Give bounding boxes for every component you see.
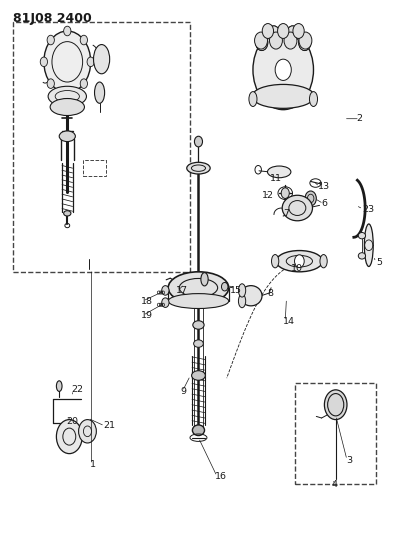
- Circle shape: [194, 136, 202, 147]
- Text: 20: 20: [66, 417, 78, 426]
- Circle shape: [162, 298, 169, 308]
- Circle shape: [275, 59, 291, 80]
- Bar: [83, 160, 106, 176]
- Ellipse shape: [59, 131, 75, 142]
- Circle shape: [253, 30, 313, 110]
- Ellipse shape: [94, 45, 110, 74]
- Text: 21: 21: [103, 422, 115, 431]
- Circle shape: [79, 419, 96, 443]
- Ellipse shape: [193, 321, 204, 329]
- Ellipse shape: [187, 163, 210, 174]
- Ellipse shape: [201, 272, 208, 286]
- Text: 8: 8: [267, 288, 273, 297]
- Ellipse shape: [194, 340, 203, 348]
- Circle shape: [162, 286, 169, 295]
- Ellipse shape: [358, 253, 366, 259]
- Text: 9: 9: [180, 387, 186, 396]
- Circle shape: [299, 32, 312, 49]
- Ellipse shape: [271, 255, 279, 268]
- Circle shape: [44, 31, 91, 93]
- Ellipse shape: [192, 370, 205, 380]
- Circle shape: [56, 419, 82, 454]
- Circle shape: [64, 26, 71, 36]
- Ellipse shape: [168, 294, 229, 309]
- Ellipse shape: [249, 92, 257, 107]
- Circle shape: [269, 32, 282, 49]
- Text: 18: 18: [141, 296, 153, 305]
- Text: 12: 12: [262, 191, 274, 200]
- Text: 16: 16: [215, 472, 228, 481]
- Circle shape: [47, 35, 54, 45]
- Circle shape: [277, 23, 289, 38]
- Circle shape: [268, 26, 280, 42]
- Text: 4: 4: [332, 480, 338, 489]
- Circle shape: [262, 23, 273, 38]
- Ellipse shape: [282, 195, 313, 221]
- Bar: [13, 22, 190, 272]
- Text: 15: 15: [230, 286, 242, 295]
- Text: 22: 22: [71, 385, 83, 394]
- Ellipse shape: [320, 255, 327, 268]
- Text: 10: 10: [291, 264, 303, 272]
- Text: 3: 3: [346, 456, 352, 464]
- Ellipse shape: [94, 82, 104, 103]
- Ellipse shape: [364, 224, 373, 266]
- Ellipse shape: [50, 99, 85, 116]
- Text: 13: 13: [318, 182, 330, 191]
- Ellipse shape: [267, 166, 291, 177]
- Text: 1: 1: [90, 461, 96, 469]
- Text: 14: 14: [283, 317, 295, 326]
- Text: 81J08 2400: 81J08 2400: [13, 12, 92, 26]
- Ellipse shape: [239, 294, 246, 308]
- Circle shape: [222, 282, 228, 291]
- Text: 17: 17: [176, 286, 188, 295]
- Ellipse shape: [276, 251, 322, 272]
- Circle shape: [324, 390, 347, 419]
- Circle shape: [80, 35, 87, 45]
- Circle shape: [287, 26, 299, 42]
- Text: 11: 11: [270, 174, 282, 183]
- Circle shape: [268, 26, 280, 42]
- Text: 7: 7: [283, 209, 289, 218]
- Ellipse shape: [240, 286, 262, 306]
- Circle shape: [284, 32, 297, 49]
- Ellipse shape: [64, 211, 71, 216]
- Circle shape: [255, 32, 267, 49]
- Circle shape: [305, 191, 316, 206]
- Text: 6: 6: [322, 199, 328, 208]
- Circle shape: [298, 35, 311, 51]
- Text: 19: 19: [141, 311, 153, 320]
- Circle shape: [256, 35, 268, 51]
- Circle shape: [281, 188, 289, 198]
- Ellipse shape: [252, 84, 315, 108]
- Ellipse shape: [48, 86, 86, 107]
- Circle shape: [287, 26, 299, 42]
- Ellipse shape: [309, 92, 318, 107]
- Circle shape: [256, 35, 268, 51]
- Circle shape: [293, 23, 304, 38]
- Bar: [295, 383, 376, 484]
- Ellipse shape: [168, 272, 229, 304]
- Circle shape: [64, 88, 71, 98]
- Circle shape: [87, 57, 94, 67]
- Circle shape: [47, 79, 54, 88]
- Ellipse shape: [358, 232, 366, 239]
- Text: 2: 2: [356, 114, 362, 123]
- Circle shape: [80, 79, 87, 88]
- Circle shape: [298, 35, 311, 51]
- Ellipse shape: [192, 425, 205, 435]
- Circle shape: [294, 255, 304, 268]
- Circle shape: [40, 57, 47, 67]
- Ellipse shape: [56, 381, 62, 391]
- Text: 23: 23: [362, 205, 374, 214]
- Text: 5: 5: [376, 258, 382, 266]
- Ellipse shape: [239, 284, 246, 297]
